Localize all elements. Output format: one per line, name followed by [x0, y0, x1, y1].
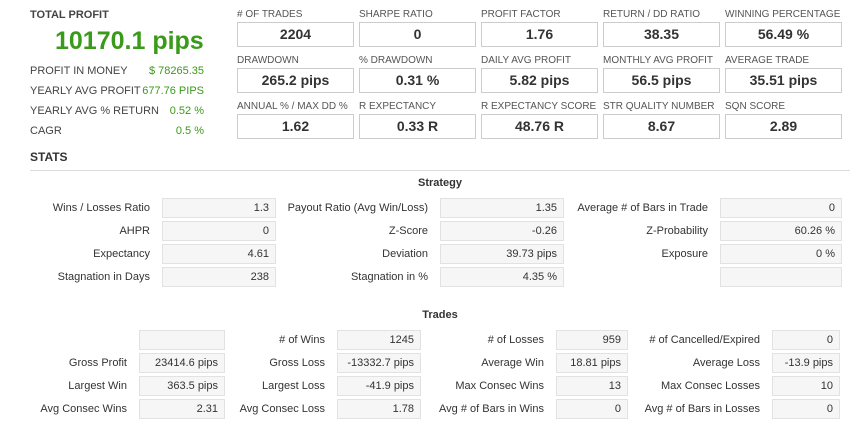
stat-label: Largest Loss	[262, 380, 325, 392]
stat-value	[720, 267, 842, 287]
stat-label: Gross Profit	[68, 357, 127, 369]
stat-value: 1.35	[440, 198, 564, 218]
stat-value: 0	[720, 198, 842, 218]
stat-value: 0	[772, 330, 840, 350]
metric-label: STR QUALITY NUMBER	[603, 101, 715, 112]
stat-label: Exposure	[661, 248, 708, 260]
stat-label: Largest Win	[68, 380, 127, 392]
metric-value: 0.31 %	[359, 68, 476, 93]
stat-label: AHPR	[119, 225, 150, 237]
metric-value: 56.49 %	[725, 22, 842, 47]
stat-label: Gross Loss	[269, 357, 325, 369]
stat-value: 4.35 %	[440, 267, 564, 287]
stat-label: Avg # of Bars in Wins	[439, 403, 544, 415]
metric-value: 8.67	[603, 114, 720, 139]
trades-title: Trades	[422, 309, 458, 321]
total-profit: 10170.1 pips	[55, 27, 204, 55]
stat-label: Max Consec Losses	[660, 380, 760, 392]
metric-label: DRAWDOWN	[237, 55, 299, 66]
stat-value: 4.61	[162, 244, 276, 264]
summary-value: $ 78265.35	[148, 65, 204, 77]
summary-title: TOTAL PROFIT	[30, 9, 109, 21]
summary-label: YEARLY AVG % RETURN	[30, 105, 159, 117]
stat-value: 13	[556, 376, 628, 396]
stat-value: 0	[162, 221, 276, 241]
stat-value: 1.3	[162, 198, 276, 218]
stat-label: Expectancy	[93, 248, 150, 260]
metric-label: SHARPE RATIO	[359, 9, 433, 20]
stat-value: 0	[772, 399, 840, 419]
metric-value: 2204	[237, 22, 354, 47]
metric-value: 1.76	[481, 22, 598, 47]
stat-label: Stagnation in Days	[57, 271, 150, 283]
stat-value: 23414.6 pips	[139, 353, 225, 373]
stats-title: STATS	[30, 150, 68, 164]
metric-label: # OF TRADES	[237, 9, 303, 20]
stat-label: Avg Consec Loss	[239, 403, 325, 415]
metric-value: 48.76 R	[481, 114, 598, 139]
stat-label: Stagnation in %	[350, 271, 428, 283]
stat-label: Wins / Losses Ratio	[52, 202, 150, 214]
metric-label: AVERAGE TRADE	[725, 55, 810, 66]
divider	[30, 170, 850, 171]
stat-label: # of Wins	[279, 334, 325, 346]
stat-value: 0	[556, 399, 628, 419]
stat-value: 2.31	[139, 399, 225, 419]
stat-label: Average # of Bars in Trade	[577, 202, 708, 214]
metric-value: 1.62	[237, 114, 354, 139]
summary-value: 0.5 %	[175, 125, 204, 137]
metric-label: PROFIT FACTOR	[481, 9, 561, 20]
metric-label: SQN SCORE	[725, 101, 786, 112]
metric-label: MONTHLY AVG PROFIT	[603, 55, 714, 66]
metric-label: WINNING PERCENTAGE	[725, 9, 841, 20]
stat-value: 10	[772, 376, 840, 396]
stat-value	[139, 330, 225, 350]
metric-value: 0.33 R	[359, 114, 476, 139]
summary-label: CAGR	[30, 125, 62, 137]
stat-label: Z-Probability	[646, 225, 708, 237]
stat-value: -41.9 pips	[337, 376, 421, 396]
summary-value: 0.52 %	[169, 105, 204, 117]
stat-value: 238	[162, 267, 276, 287]
stat-label: Avg Consec Wins	[40, 403, 127, 415]
stat-value: 1.78	[337, 399, 421, 419]
metric-label: R EXPECTANCY	[359, 101, 437, 112]
stat-value: 39.73 pips	[440, 244, 564, 264]
stat-label: # of Losses	[487, 334, 544, 346]
summary-value: 677.76 PIPS	[142, 85, 204, 97]
stat-value: 363.5 pips	[139, 376, 225, 396]
stat-label: # of Cancelled/Expired	[649, 334, 760, 346]
metric-value: 265.2 pips	[237, 68, 354, 93]
stat-value: 60.26 %	[720, 221, 842, 241]
stat-value: -13.9 pips	[772, 353, 840, 373]
metric-label: R EXPECTANCY SCORE	[481, 101, 597, 112]
stat-label: Payout Ratio (Avg Win/Loss)	[287, 202, 428, 214]
metric-value: 0	[359, 22, 476, 47]
stat-label: Z-Score	[388, 225, 428, 237]
stat-label: Average Loss	[692, 357, 760, 369]
stat-value: 18.81 pips	[556, 353, 628, 373]
stat-label: Average Win	[481, 357, 544, 369]
summary-label: YEARLY AVG PROFIT	[30, 85, 141, 97]
stat-value: 1245	[337, 330, 421, 350]
stat-value: -13332.7 pips	[337, 353, 421, 373]
metric-label: ANNUAL % / MAX DD %	[237, 101, 348, 112]
stat-label: Deviation	[382, 248, 428, 260]
metric-label: DAILY AVG PROFIT	[481, 55, 572, 66]
stat-value: -0.26	[440, 221, 564, 241]
metric-value: 38.35	[603, 22, 720, 47]
metric-value: 56.5 pips	[603, 68, 720, 93]
stat-label: Avg # of Bars in Losses	[644, 403, 760, 415]
metric-label: RETURN / DD RATIO	[603, 9, 701, 20]
stat-label: Max Consec Wins	[455, 380, 544, 392]
metric-value: 5.82 pips	[481, 68, 598, 93]
metric-value: 2.89	[725, 114, 842, 139]
strategy-title: Strategy	[417, 177, 463, 189]
metric-value: 35.51 pips	[725, 68, 842, 93]
stat-value: 0 %	[720, 244, 842, 264]
stat-value: 959	[556, 330, 628, 350]
summary-label: PROFIT IN MONEY	[30, 65, 128, 77]
metric-label: % DRAWDOWN	[359, 55, 433, 66]
